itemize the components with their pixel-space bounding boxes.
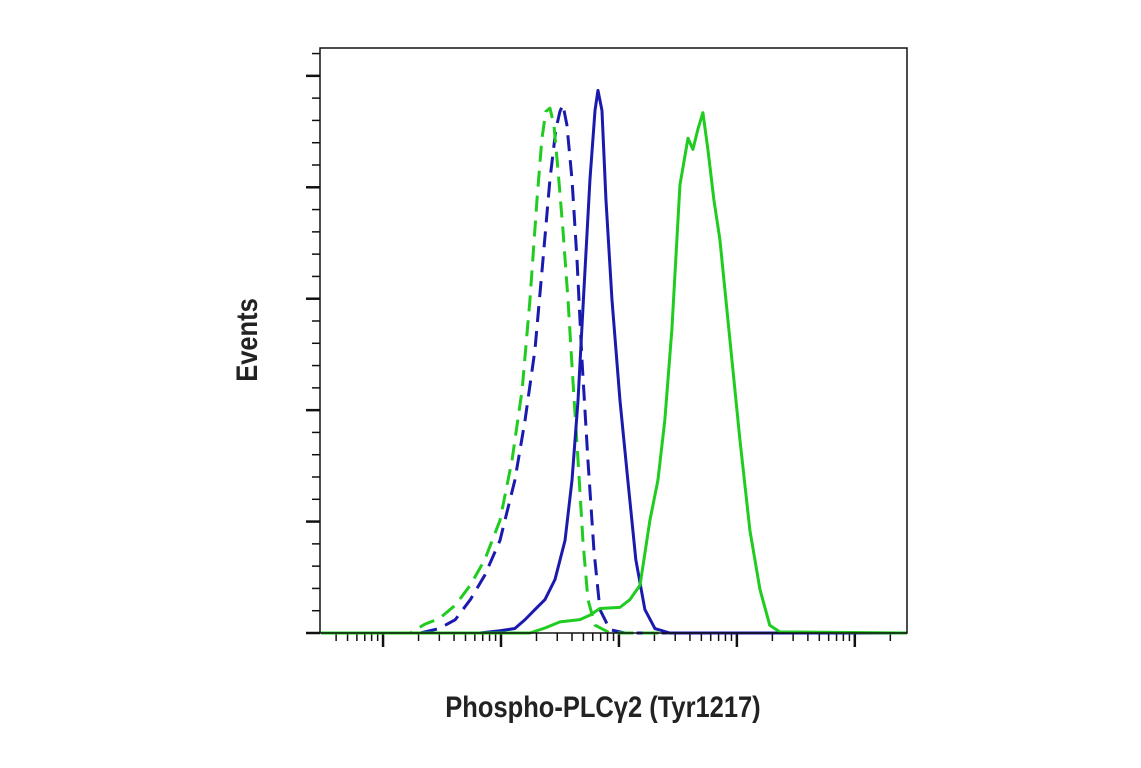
series-line bbox=[321, 88, 907, 635]
x-axis-label: Phospho-PLCγ2 (Tyr1217) bbox=[445, 690, 760, 723]
y-axis-label: Events bbox=[230, 298, 263, 382]
plot-frame bbox=[319, 47, 908, 634]
series-line bbox=[321, 103, 907, 635]
series-line bbox=[321, 106, 907, 635]
series-line bbox=[321, 111, 908, 635]
